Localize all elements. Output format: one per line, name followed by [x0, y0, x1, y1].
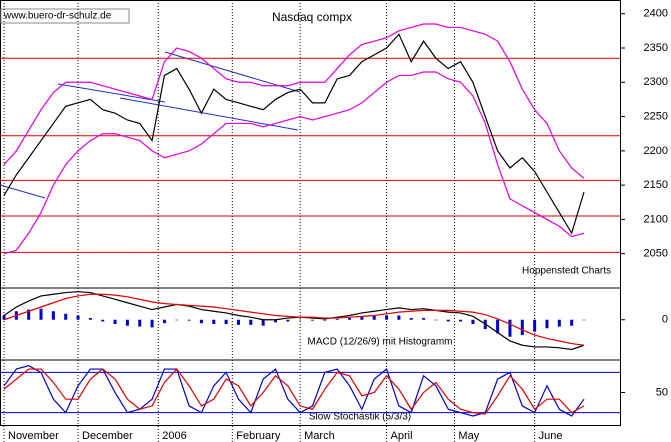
histogram-bar [125, 319, 129, 326]
histogram-bar [51, 311, 55, 320]
y-tick-label: 2200 [644, 145, 668, 157]
histogram-bar [372, 315, 376, 320]
histogram-bar [385, 315, 389, 320]
histogram-bar [434, 319, 438, 321]
y-tick-label: 50 [656, 386, 668, 398]
histogram-bar [39, 308, 43, 320]
series-line [3, 293, 585, 346]
series-line [3, 291, 585, 351]
histogram-bar [249, 319, 253, 325]
histogram-bar [459, 319, 463, 322]
y-tick-label: 2350 [644, 42, 668, 54]
series-line [3, 71, 585, 255]
histogram-bar [545, 319, 549, 329]
histogram-bar [236, 319, 240, 325]
histogram-bar [138, 319, 142, 327]
histogram-bar [348, 318, 352, 320]
histogram-bar [496, 319, 500, 334]
histogram-bar [335, 318, 339, 320]
histogram-bar [273, 319, 277, 323]
y-tick-label: 2250 [644, 110, 668, 122]
series-line [3, 368, 585, 415]
y-tick-label: 2300 [644, 76, 668, 88]
site-label: www.buero-dr-schulz.de [3, 11, 112, 22]
histogram-bar [323, 319, 327, 321]
x-tick-label: February [236, 430, 281, 442]
histogram-bar [533, 319, 537, 332]
histogram-bar [199, 319, 203, 324]
panel-title: MACD (12/26/9) mit Histogramm [307, 337, 452, 348]
histogram-bar [187, 319, 191, 321]
histogram-bar [582, 319, 586, 321]
histogram-bar [162, 319, 166, 324]
series-line [3, 33, 585, 235]
histogram-bar [520, 319, 524, 336]
histogram-bar [150, 319, 154, 328]
histogram-bar [360, 316, 364, 320]
histogram-bar [570, 319, 574, 326]
histogram-bar [446, 319, 450, 322]
y-tick-label: 2400 [644, 8, 668, 20]
trend-line [119, 97, 299, 131]
trend-line [57, 83, 166, 103]
histogram-bar [261, 319, 265, 326]
histogram-bar [224, 319, 228, 324]
x-tick-label: June [539, 430, 563, 442]
series-line [3, 365, 585, 417]
trend-line [0, 184, 46, 199]
histogram-bar [2, 315, 6, 320]
x-tick-label: 2006 [162, 430, 186, 442]
histogram-bar [409, 318, 413, 320]
y-tick-label: 2150 [644, 179, 668, 191]
x-tick-label: April [391, 430, 413, 442]
plot-frame [0, 0, 621, 426]
y-tick-label: 2050 [644, 248, 668, 260]
site-box [0, 8, 130, 24]
chart-title: Nasdaq compx [272, 10, 352, 24]
x-tick-label: May [458, 430, 479, 442]
series-line [3, 23, 585, 179]
histogram-bar [88, 318, 92, 320]
histogram-bar [397, 315, 401, 320]
source-note: Hoppenstedt Charts [522, 266, 611, 277]
histogram-bar [27, 309, 31, 320]
histogram-bar [557, 319, 561, 327]
histogram-bar [471, 319, 475, 324]
histogram-bar [175, 319, 179, 321]
histogram-bar [76, 315, 80, 320]
panel-title: Slow Stochastik (5/3/3) [309, 412, 411, 423]
x-tick-label: November [8, 430, 59, 442]
y-tick-label: 2100 [644, 213, 668, 225]
x-tick-label: December [82, 430, 133, 442]
histogram-bar [286, 319, 290, 322]
histogram-bar [113, 319, 117, 324]
histogram-bar [508, 319, 512, 337]
histogram-bar [311, 319, 315, 321]
histogram-bar [101, 319, 105, 322]
histogram-bar [64, 313, 68, 320]
histogram-bar [212, 319, 216, 324]
histogram-bar [422, 318, 426, 320]
y-tick-label: 0 [662, 314, 668, 326]
x-tick-label: March [304, 430, 335, 442]
histogram-bar [298, 319, 302, 321]
